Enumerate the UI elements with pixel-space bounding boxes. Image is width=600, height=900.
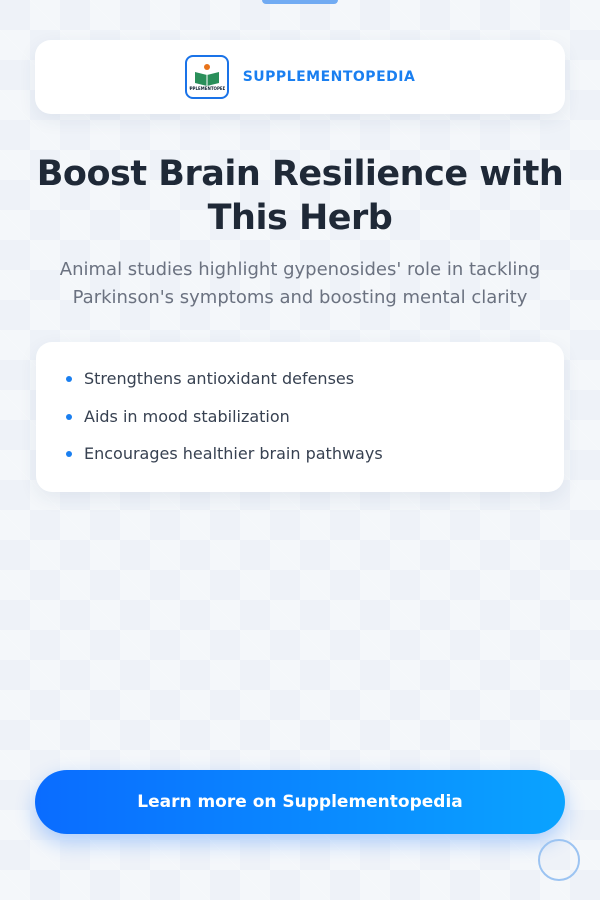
benefits-card: Strengthens antioxidant defenses Aids in … (36, 342, 564, 492)
subtitle: Animal studies highlight gypenosides' ro… (59, 259, 541, 308)
cta-button[interactable]: Learn more on Supplementopedia (35, 770, 565, 834)
logo-icon: SUPPLEMENTOPEDIA (189, 64, 225, 91)
benefit-item: Encourages healthier brain pathways (66, 441, 564, 479)
benefits-list: Strengthens antioxidant defenses Aids in … (36, 342, 564, 479)
headline: Boost Brain Resilience with This Herb (36, 154, 564, 238)
benefit-item: Aids in mood stabilization (66, 404, 564, 442)
brand-header: SUPPLEMENTOPEDIA SUPPLEMENTOPEDIA (35, 40, 565, 114)
floating-button[interactable] (538, 839, 580, 881)
top-indicator (262, 0, 338, 4)
logo-text: SUPPLEMENTOPEDIA (189, 86, 225, 91)
brand-name: SUPPLEMENTOPEDIA (242, 69, 416, 85)
benefit-item: Strengthens antioxidant defenses (66, 366, 564, 404)
logo: SUPPLEMENTOPEDIA (184, 55, 229, 99)
